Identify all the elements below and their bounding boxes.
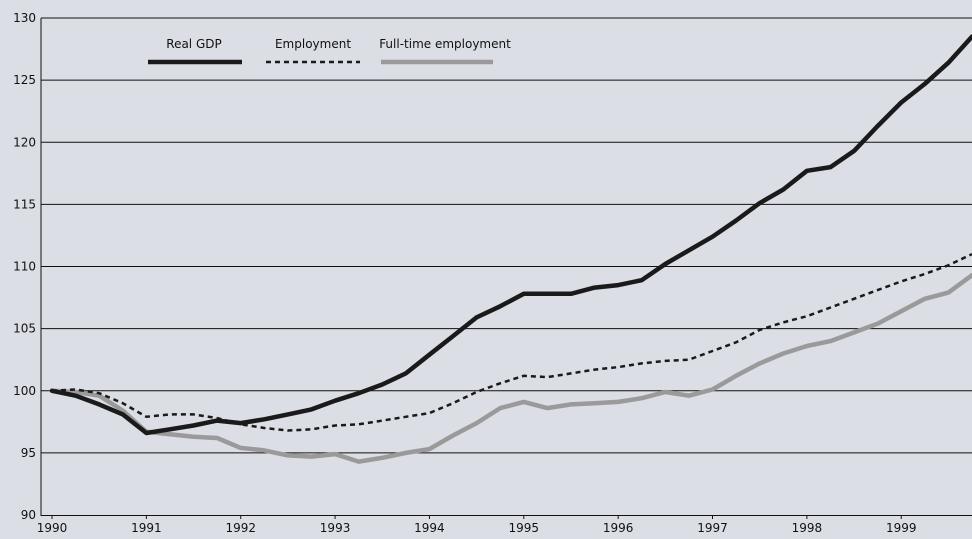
- gridlines: [41, 17, 972, 454]
- series-line-employment: [51, 252, 972, 432]
- legend-label-full-time-employment: Full-time employment: [379, 37, 511, 51]
- x-tick-label: 1996: [603, 521, 634, 535]
- series-line-full-time-employment: [49, 272, 972, 464]
- x-tick-label: 1998: [792, 521, 823, 535]
- series-line-real-gdp: [49, 34, 972, 436]
- x-tick-label: 1993: [320, 521, 351, 535]
- x-tick-label: 1991: [131, 521, 162, 535]
- x-tick-label: 1994: [414, 521, 445, 535]
- y-tick-labels: 90 95 100 105 110 115 120 125 130: [13, 11, 36, 522]
- y-tick-label: 130: [13, 11, 36, 25]
- y-tick-label: 125: [13, 73, 36, 87]
- x-tick-label: 1992: [225, 521, 256, 535]
- y-tick-label: 100: [13, 384, 36, 398]
- y-tick-label: 120: [13, 135, 36, 149]
- x-tick-label: 1997: [697, 521, 728, 535]
- series-lines: [49, 34, 972, 464]
- legend-label-real-gdp: Real GDP: [166, 37, 221, 51]
- y-tick-label: 105: [13, 322, 36, 336]
- legend-label-employment: Employment: [275, 37, 351, 51]
- x-tick-label: 1995: [509, 521, 540, 535]
- y-tick-label: 95: [21, 446, 36, 460]
- y-tick-label: 110: [13, 260, 36, 274]
- legend: Real GDP Employment Full-time employment: [148, 37, 511, 65]
- y-tick-label: 115: [13, 197, 36, 211]
- x-tick-label: 1999: [886, 521, 917, 535]
- x-tick-label: 1990: [37, 521, 68, 535]
- x-tick-labels: 1990 1991 1992 1993 1994 1995 1996 1997 1998 1999: [37, 515, 917, 535]
- y-tick-label: 90: [21, 508, 36, 522]
